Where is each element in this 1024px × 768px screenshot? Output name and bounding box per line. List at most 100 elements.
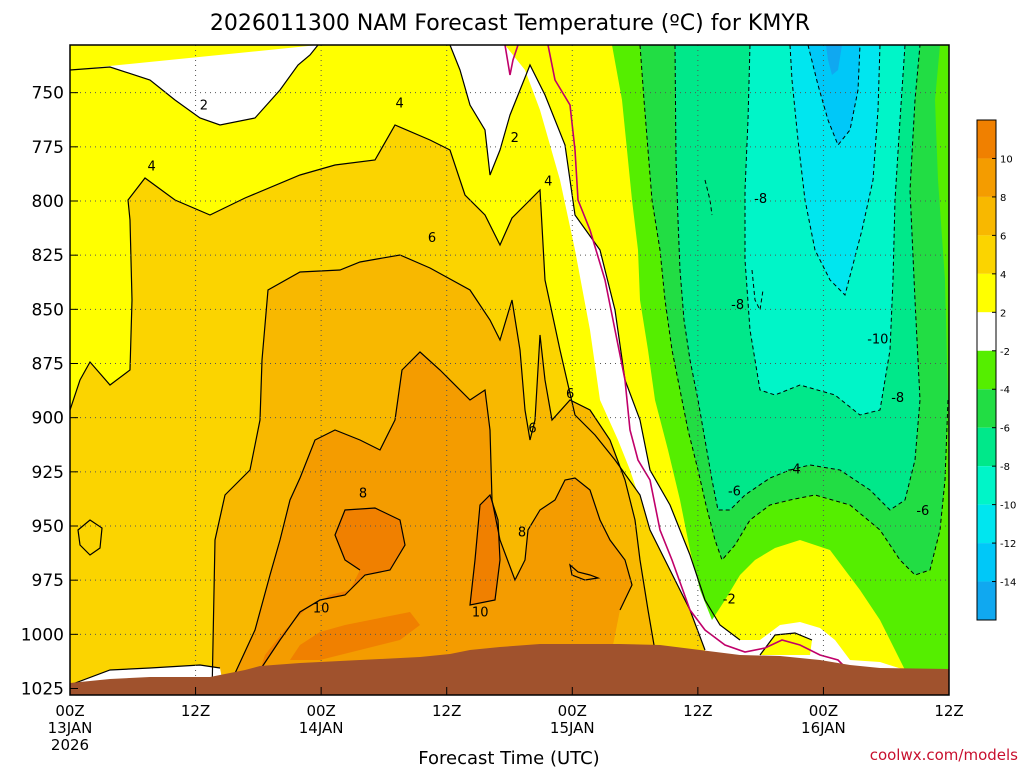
colorbar-swatch — [977, 466, 996, 505]
colorbar-label: -12 — [1000, 539, 1016, 550]
contour-line-2 — [70, 45, 319, 126]
fill-band-10-to-12 — [470, 495, 500, 605]
x-tick-label: 13JAN — [48, 719, 93, 737]
freezing-line — [547, 45, 851, 673]
fill-band-0-to-2 — [70, 45, 318, 125]
x-tick-label: 14JAN — [299, 719, 344, 737]
fill-band-minus10-to-minus12 — [790, 45, 880, 295]
contour-label: 8 — [359, 487, 367, 502]
colorbar-swatch — [977, 120, 996, 159]
colorbar-label: -6 — [1000, 424, 1010, 435]
contour-label: -4 — [788, 463, 801, 478]
contour-label: 2 — [511, 131, 519, 146]
colorbar-label: 2 — [1000, 308, 1006, 319]
colorbar-label: 8 — [1000, 193, 1006, 204]
freezing-line — [504, 45, 519, 76]
colorbar-label: -2 — [1000, 347, 1010, 358]
x-tick-label: 00Z — [55, 702, 84, 720]
contour-label: 4 — [395, 97, 403, 112]
y-tick-label: 950 — [32, 517, 64, 537]
contour-fill-layer — [70, 45, 949, 695]
y-axis: 750 775 800 825 850 875 900 925 950 975 1000 1025 — [21, 84, 78, 700]
fill-band-minus12-to-minus14 — [808, 45, 860, 145]
contour-line-surface — [70, 664, 221, 686]
contour-label: 8 — [518, 526, 526, 541]
y-tick-label: 875 — [32, 355, 64, 375]
x-tick-label: 12Z — [934, 702, 963, 720]
contour-line-10 — [259, 507, 406, 671]
y-tick-label: 800 — [32, 192, 64, 212]
y-tick-label: 750 — [32, 84, 64, 104]
negative-contours-layer — [639, 45, 949, 576]
contour-label: 2 — [200, 99, 208, 114]
contour-line-small — [77, 519, 103, 556]
fill-band-10-to-12 — [290, 612, 420, 660]
colorbar-swatch — [977, 196, 996, 236]
colorbar-swatch — [977, 581, 996, 620]
x-tick-label: 12Z — [432, 702, 461, 720]
contour-line-minus10 — [789, 45, 881, 296]
colorbar-swatch — [977, 273, 996, 313]
colorbar-swatch — [977, 235, 996, 274]
colorbar-frame — [976, 119, 997, 621]
x-tick-label: 16JAN — [801, 719, 846, 737]
contour-label: -6 — [728, 484, 741, 499]
fill-band-0-to-2 — [450, 45, 949, 695]
x-tick-label: 15JAN — [550, 719, 595, 737]
colorbar-swatch — [977, 389, 996, 428]
colorbar-swatch — [977, 504, 996, 544]
y-tick-label: 900 — [32, 409, 64, 429]
contour-label: 6 — [566, 387, 574, 402]
colorbar-swatch — [977, 543, 996, 582]
x-tick-label: 00Z — [809, 702, 838, 720]
chart-title: 2026011300 NAM Forecast Temperature (ºC)… — [210, 11, 810, 36]
colorbar-label: -8 — [1000, 462, 1010, 473]
y-tick-label: 850 — [32, 300, 64, 320]
y-tick-label: 975 — [32, 571, 64, 591]
x-tick-label: 12Z — [683, 702, 712, 720]
credit-text: coolwx.com/models — [870, 746, 1018, 764]
y-tick-label: 925 — [32, 463, 64, 483]
contour-lines-layer — [70, 45, 813, 695]
contour-label: -8 — [891, 391, 904, 406]
colorbar: 10 8 6 4 2 -2 -4 -6 -8 -10 -12 -14 — [976, 119, 1016, 621]
y-tick-label: 775 — [32, 138, 64, 158]
contour-line-minus6 — [674, 45, 921, 511]
y-tick-label: 1025 — [21, 680, 64, 700]
colorbar-label: -10 — [1000, 501, 1016, 512]
y-tick-label: 825 — [32, 246, 64, 266]
contour-line-10 — [469, 493, 501, 606]
contour-labels: 2 4 4 2 4 6 8 10 6 6 8 10 -8 -8 -10 -8 -4 -6 -6 -2 — [147, 97, 929, 621]
contour-label: -10 — [867, 333, 888, 348]
colorbar-swatch — [977, 350, 996, 390]
colorbar-label: -14 — [1000, 578, 1016, 589]
contour-line-minus8 — [751, 269, 764, 312]
contour-line-6 — [211, 254, 661, 695]
fill-band-below-minus14 — [826, 45, 842, 75]
colorbar-label: 4 — [1000, 270, 1006, 281]
x-tick-label: 12Z — [181, 702, 210, 720]
contour-label: -6 — [916, 504, 929, 519]
x-tick-label: 2026 — [51, 736, 89, 754]
colorbar-label: -4 — [1000, 385, 1010, 396]
contour-label: 4 — [544, 175, 552, 190]
contour-label: -2 — [723, 593, 736, 608]
contour-label: 10 — [313, 601, 330, 616]
colorbar-swatch — [977, 312, 996, 351]
contour-line-2 — [449, 45, 741, 641]
colorbar-swatch — [977, 158, 996, 197]
contour-line-4 — [70, 124, 706, 651]
contour-line-minus8 — [704, 179, 713, 216]
x-tick-label: 00Z — [558, 702, 587, 720]
x-axis-label: Forecast Time (UTC) — [418, 748, 599, 768]
contour-line-minus4 — [639, 45, 949, 576]
colorbar-label: 10 — [1000, 154, 1013, 165]
freezing-line-layer — [504, 45, 851, 673]
contour-label: -8 — [754, 192, 767, 207]
y-tick-label: 1000 — [21, 625, 64, 645]
terrain-surface — [70, 644, 949, 695]
x-tick-label: 00Z — [306, 702, 335, 720]
plot-frame — [69, 44, 950, 696]
